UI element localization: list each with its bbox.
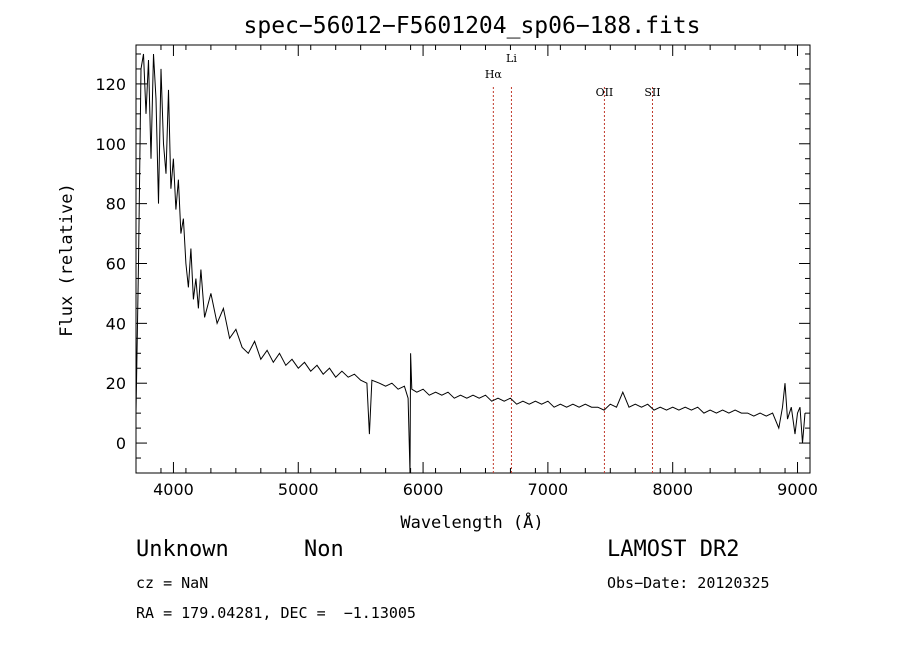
object-subclass: Non (304, 537, 344, 562)
y-tick-label-0: 0 (116, 434, 126, 453)
survey-name: LAMOST DR2 (607, 537, 740, 562)
redshift-cz: cz = NaN (136, 574, 209, 592)
y-tick-label-1: 20 (106, 374, 126, 393)
x-tick-label-2: 6000 (403, 480, 444, 499)
spectrum-series-line (135, 53, 806, 474)
axis-ticks: 4000 5000 6000 7000 8000 9000 0 20 40 60 80 100 120 (95, 45, 818, 499)
plot-frame (135, 44, 811, 474)
x-tick-label-1: 5000 (278, 480, 319, 499)
x-tick-label-0: 4000 (153, 480, 194, 499)
x-tick-label-4: 8000 (652, 480, 693, 499)
x-tick-label-5: 9000 (777, 480, 818, 499)
y-tick-label-5: 100 (95, 135, 126, 154)
ref-label-3: SII (644, 86, 660, 99)
y-tick-label-6: 120 (95, 75, 126, 94)
ref-label-2: OII (596, 86, 614, 99)
sky-coordinates: RA = 179.04281, DEC = −1.13005 (136, 604, 416, 622)
x-axis-label: Wavelength (Å) (400, 511, 543, 533)
y-tick-label-3: 60 (106, 254, 126, 273)
y-axis-label: Flux (relative) (57, 183, 77, 337)
observation-date: Obs−Date: 20120325 (607, 574, 770, 592)
ref-label-0: Hα (485, 68, 503, 81)
x-tick-label-3: 7000 (528, 480, 569, 499)
y-tick-label-2: 40 (106, 314, 126, 333)
object-class: Unknown (136, 537, 229, 562)
ref-label-1: Li (506, 52, 517, 65)
chart-title: spec−56012−F5601204_sp06−188.fits (244, 13, 701, 39)
y-tick-label-4: 80 (106, 195, 126, 214)
